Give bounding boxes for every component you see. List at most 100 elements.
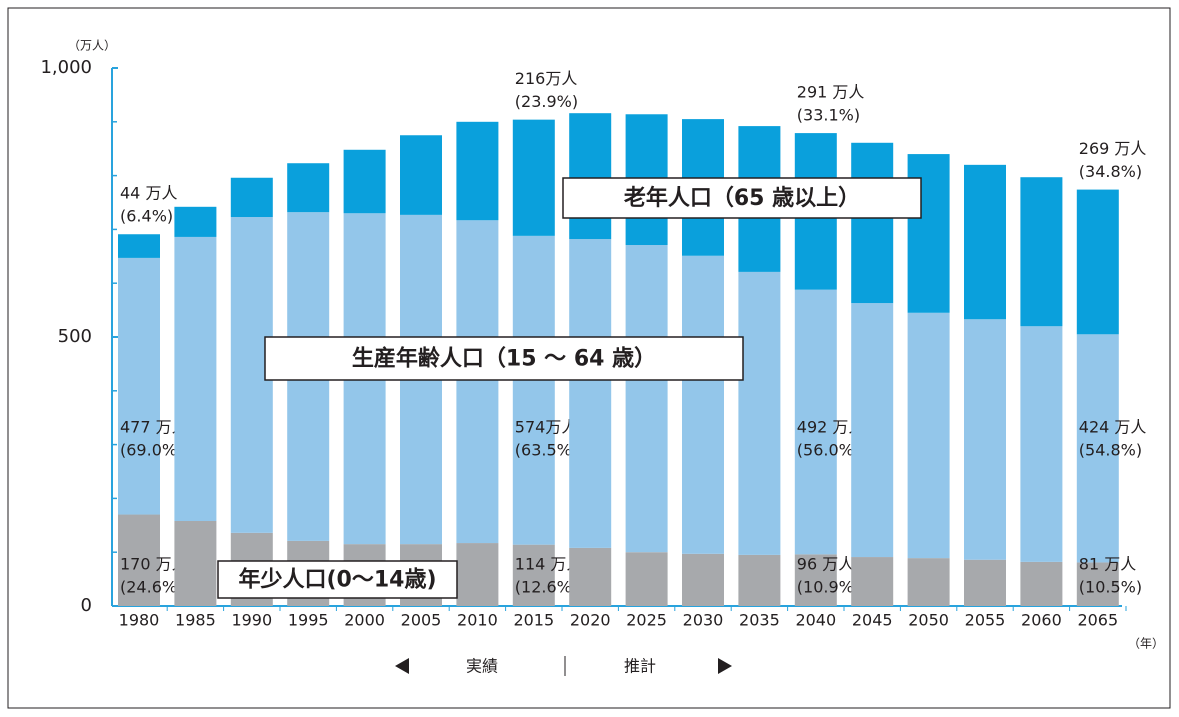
x-tick-label: 1985 xyxy=(175,611,216,630)
x-tick-label: 2000 xyxy=(344,611,385,630)
bar-segment xyxy=(964,319,1006,560)
x-tick-label: 2040 xyxy=(795,611,836,630)
bar-segment xyxy=(964,164,1006,320)
bar-segment xyxy=(287,163,330,213)
bar-segment xyxy=(851,303,894,558)
x-tick-label: 2045 xyxy=(852,611,893,630)
bar-segment xyxy=(1020,561,1063,606)
bar-segment xyxy=(1076,334,1119,563)
arrow-right xyxy=(718,658,732,674)
x-tick-label: 2010 xyxy=(457,611,498,630)
x-tick-label: 2050 xyxy=(908,611,949,630)
data-label: 170 万人 xyxy=(120,555,188,574)
bar-segment xyxy=(964,559,1006,606)
data-label-share: (54.8%) xyxy=(1079,441,1142,460)
data-label: 477 万人 xyxy=(120,418,188,437)
period-actual: 実績 xyxy=(466,657,498,676)
data-label-share: (56.0%) xyxy=(797,441,860,460)
data-label: 216万人 xyxy=(515,69,578,88)
bar-segment xyxy=(456,121,499,221)
data-label-share: (12.6%) xyxy=(515,578,578,597)
x-tick-label: 2055 xyxy=(965,611,1006,630)
unit-label: （万人） xyxy=(68,39,116,53)
y-tick-label: 1,000 xyxy=(40,57,92,78)
data-label-share: (6.4%) xyxy=(120,207,173,226)
bar-segment xyxy=(174,520,217,606)
bar-segment xyxy=(174,206,217,237)
bar-segment xyxy=(682,255,724,554)
bar-segment xyxy=(625,552,668,606)
bar-segment xyxy=(118,514,160,606)
data-label-share: (63.5%) xyxy=(515,441,578,460)
bar-segment xyxy=(343,149,386,214)
x-tick-label: 2030 xyxy=(683,611,724,630)
bar-segment xyxy=(907,312,950,559)
bar-segment xyxy=(118,257,160,515)
bar-segment xyxy=(907,558,950,606)
bar-segment xyxy=(569,239,612,548)
bar-segment xyxy=(738,554,781,606)
data-label-share: (69.0%) xyxy=(120,441,183,460)
data-label-share: (24.6%) xyxy=(120,578,183,597)
frame xyxy=(7,7,1171,709)
bar-segment xyxy=(569,113,612,240)
bar-segment xyxy=(1076,189,1119,335)
bar-segment xyxy=(569,547,612,606)
legend-box xyxy=(264,336,744,381)
x-tick-label: 2065 xyxy=(1077,611,1118,630)
x-unit-label: （年） xyxy=(1128,637,1164,651)
x-tick-label: 2025 xyxy=(626,611,667,630)
bar-segment xyxy=(1020,326,1063,562)
data-label: 424 万人 xyxy=(1079,418,1147,437)
bar-segment xyxy=(174,236,217,521)
data-label: 291 万人 xyxy=(797,83,865,102)
bar-segment xyxy=(456,220,499,544)
data-label: 574万人 xyxy=(515,418,578,437)
period-projection: 推計 xyxy=(624,657,656,676)
x-tick-label: 2035 xyxy=(739,611,780,630)
bar-segment xyxy=(118,234,160,258)
legend-box xyxy=(217,560,458,599)
bar-segment xyxy=(625,245,668,553)
x-tick-label: 2005 xyxy=(401,611,442,630)
data-label: 96 万人 xyxy=(797,555,854,574)
legend-label: 生産年齢人口（15 〜 64 歳） xyxy=(352,346,656,372)
x-tick-label: 1990 xyxy=(231,611,272,630)
x-tick-label: 2020 xyxy=(570,611,611,630)
bar-segment xyxy=(512,544,555,606)
bar-segment xyxy=(512,235,555,545)
y-tick-label: 500 xyxy=(58,326,92,347)
data-label-share: (10.9%) xyxy=(797,578,860,597)
bar-segment xyxy=(794,554,837,606)
y-tick-label: 0 xyxy=(81,595,92,616)
x-tick-label: 1995 xyxy=(288,611,329,630)
legend-box xyxy=(562,177,922,219)
bar-segment xyxy=(1020,177,1063,327)
legend-label: 年少人口(0〜14歳) xyxy=(238,567,436,593)
data-label: 44 万人 xyxy=(120,184,177,203)
data-label-share: (23.9%) xyxy=(515,92,578,111)
data-label-share: (34.8%) xyxy=(1079,162,1142,181)
data-label: 114 万人 xyxy=(515,555,583,574)
bar-segment xyxy=(682,553,724,606)
bar-segment xyxy=(794,289,837,555)
bar-segment xyxy=(456,543,499,606)
bar-segment xyxy=(512,119,555,236)
data-label: 492 万人 xyxy=(797,418,865,437)
bar-segment xyxy=(1076,562,1119,606)
bar-segment xyxy=(851,557,894,606)
data-label-share: (10.5%) xyxy=(1079,578,1142,597)
data-label-share: (33.1%) xyxy=(797,106,860,125)
bar-segment xyxy=(400,135,442,215)
data-label: 81 万人 xyxy=(1079,555,1136,574)
data-label: 269 万人 xyxy=(1079,139,1147,158)
bar-segment xyxy=(738,271,781,555)
legend-label: 老年人口（65 歳以上） xyxy=(623,185,860,211)
bar-segment xyxy=(851,142,894,304)
x-tick-label: 2015 xyxy=(513,611,554,630)
arrow-left xyxy=(395,658,409,674)
bar-segment xyxy=(230,177,273,218)
x-tick-label: 2060 xyxy=(1021,611,1062,630)
x-tick-label: 1980 xyxy=(119,611,160,630)
